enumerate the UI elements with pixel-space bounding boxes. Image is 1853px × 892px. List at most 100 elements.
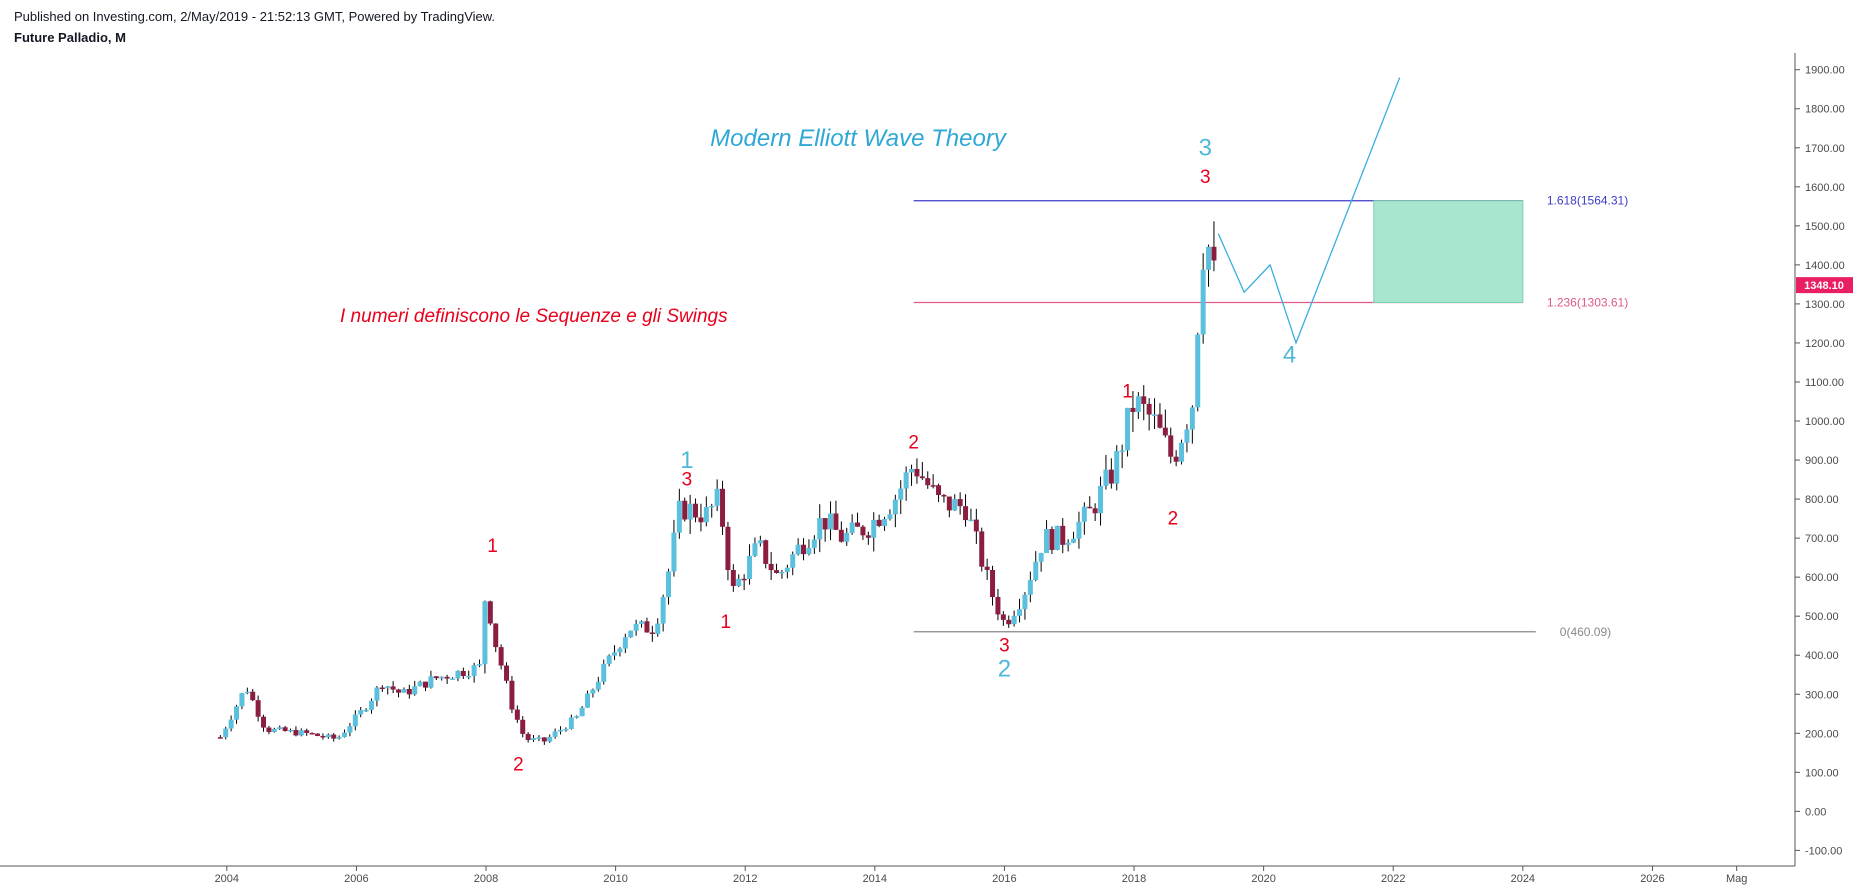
candle-body [1211, 246, 1217, 261]
candle-body [595, 681, 601, 690]
candles [217, 221, 1217, 745]
candle-body [952, 499, 958, 511]
candle-body [1017, 609, 1023, 616]
candle-body [234, 706, 240, 720]
candle-body [525, 733, 531, 741]
x-tick-label: Mag [1726, 873, 1747, 885]
candle-body [1189, 407, 1195, 430]
candle-body [990, 569, 996, 598]
candle-body [304, 730, 310, 733]
candle-body [342, 732, 348, 738]
candle-body [639, 621, 645, 624]
candle-body [385, 686, 391, 689]
candle-body [471, 665, 477, 676]
candle-body [876, 519, 882, 526]
candle-body [1087, 506, 1093, 509]
candle-body [725, 526, 731, 570]
candle-body [1054, 525, 1060, 550]
candle-body [585, 693, 591, 708]
candle-body [1200, 269, 1206, 335]
candle-body [428, 676, 434, 688]
candle-body [741, 578, 747, 581]
candle-body [1006, 619, 1012, 625]
candle-body [698, 517, 704, 523]
candle-body [504, 665, 510, 681]
candle-body [487, 601, 493, 624]
x-tick-label: 2010 [603, 873, 627, 885]
candle-body [558, 729, 564, 732]
candle-body [887, 514, 893, 520]
candle-body [801, 544, 807, 555]
candle-body [412, 686, 418, 695]
candle-body [601, 663, 607, 682]
projection-line [1217, 77, 1401, 345]
chart-annotation-title: Modern Elliott Wave Theory [710, 125, 1008, 152]
candle-body [439, 676, 445, 679]
y-tick-label: 900.00 [1805, 455, 1839, 467]
candle-body [795, 544, 801, 555]
candle-body [255, 700, 261, 717]
candle-body [493, 623, 499, 648]
candle-body [833, 513, 839, 530]
x-tick-label: 2008 [474, 873, 498, 885]
candle-body [914, 468, 920, 477]
candle-body [320, 735, 326, 738]
wave-label: 2 [513, 754, 524, 775]
candle-body [460, 670, 466, 677]
candle-body [315, 733, 321, 736]
candle-body [1130, 407, 1136, 412]
candle-body [757, 540, 763, 544]
candle-body [720, 488, 726, 527]
x-tick-label: 2026 [1640, 873, 1664, 885]
candle-body [347, 726, 353, 733]
candle-body [622, 637, 628, 649]
candle-body [541, 737, 547, 742]
candle-body [1076, 521, 1082, 539]
candle-body [547, 736, 553, 742]
wave-label: 1 [487, 536, 498, 557]
candle-body [509, 680, 515, 710]
candle-body [244, 691, 250, 694]
candle-body [1049, 529, 1055, 550]
candle-body [217, 737, 223, 739]
candle-body [1081, 506, 1087, 522]
candle-body [703, 506, 709, 523]
candle-body [325, 734, 331, 738]
candle-body [590, 689, 596, 694]
y-tick-label: 400.00 [1805, 650, 1839, 662]
candle-body [498, 647, 504, 666]
wave-label: 4 [1283, 341, 1296, 368]
candle-body [390, 686, 396, 690]
candle-body [973, 519, 979, 532]
wave-label: 1 [680, 447, 693, 474]
candle-body [358, 710, 364, 715]
candle-body [568, 717, 574, 729]
candle-body [1022, 594, 1028, 610]
candle-body [984, 566, 990, 570]
candle-body [1108, 469, 1114, 484]
candle-body [579, 707, 585, 717]
candle-body [790, 554, 796, 568]
candle-body [979, 531, 985, 567]
candle-body [768, 563, 774, 571]
candle-body [331, 734, 337, 739]
candle-body [817, 518, 823, 540]
candle-body [228, 719, 234, 729]
y-tick-label: 0.00 [1805, 806, 1826, 818]
fib-level-label: 1.618(1564.31) [1547, 194, 1628, 208]
wave-label: 3 [1200, 167, 1211, 188]
y-tick-label: 800.00 [1805, 494, 1839, 506]
candle-body [752, 543, 758, 556]
candle-body [266, 727, 272, 732]
candle-body [455, 670, 461, 679]
candle-body [1060, 525, 1066, 545]
candle-body [574, 716, 580, 718]
candle-body [660, 597, 666, 624]
x-tick-label: 2014 [863, 873, 887, 885]
x-tick-label: 2016 [992, 873, 1016, 885]
candle-body [1162, 427, 1168, 436]
candle-body [1098, 485, 1104, 514]
candle-body [552, 731, 558, 737]
candle-body [855, 522, 861, 527]
